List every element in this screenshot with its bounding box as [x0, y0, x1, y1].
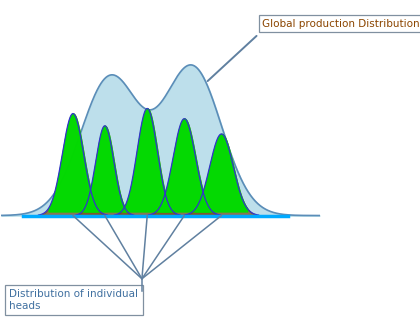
Text: Distribution of individual
heads: Distribution of individual heads: [9, 289, 138, 311]
Text: Global production Distribution: Global production Distribution: [262, 19, 420, 29]
